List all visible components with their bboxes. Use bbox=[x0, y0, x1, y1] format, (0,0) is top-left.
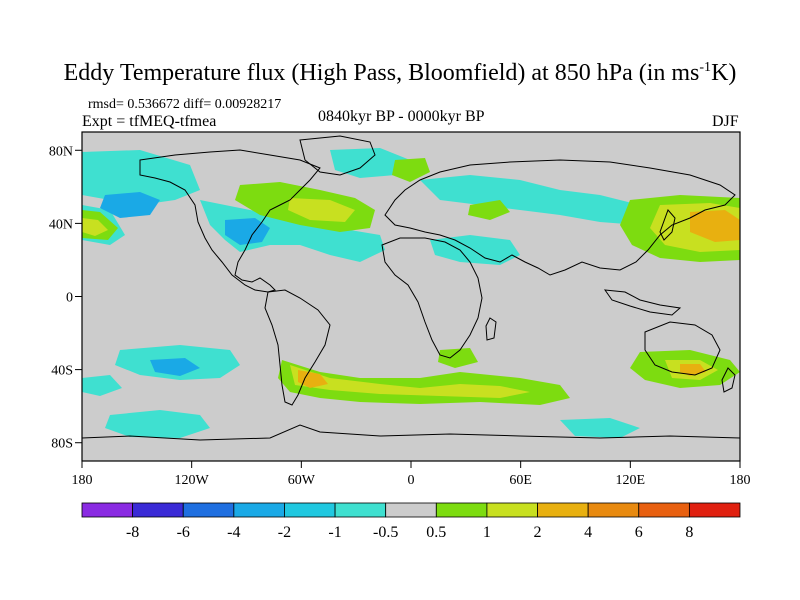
colorbar-swatch bbox=[537, 502, 589, 518]
lat-tick-label: 40S bbox=[51, 364, 73, 379]
anomaly-region-south-atlantic-orange bbox=[298, 370, 328, 388]
coastline-europe-asia bbox=[384, 159, 736, 276]
stats-label: rmsd= 0.536672 diff= 0.00928217 bbox=[88, 97, 282, 112]
anomaly-region-west-atlantic-blue bbox=[225, 218, 270, 245]
lon-tick-label: 60E bbox=[509, 473, 532, 488]
anomaly-region-arctic-cyan bbox=[330, 148, 410, 178]
colorbar-label: 1 bbox=[483, 524, 491, 541]
colorbar-label: 4 bbox=[584, 524, 592, 541]
colorbar-swatch bbox=[132, 502, 184, 518]
colorbar-swatch bbox=[182, 502, 235, 518]
coastline-new-zealand bbox=[721, 367, 736, 393]
anomaly-region-southern-ocean-cyan bbox=[105, 410, 210, 438]
colorbar-swatch bbox=[688, 502, 741, 518]
coastline-north-america bbox=[139, 149, 321, 293]
colorbar-swatch bbox=[385, 502, 437, 518]
lat-tick-label: 80N bbox=[49, 144, 73, 159]
colorbar-label: 8 bbox=[685, 524, 693, 541]
coastline-south-america bbox=[264, 289, 331, 406]
title-superscript: -1 bbox=[699, 60, 712, 75]
coastline-indonesia bbox=[603, 289, 682, 316]
colorbar-swatch bbox=[334, 502, 387, 518]
anomaly-region-south-atlantic-yellow bbox=[290, 365, 530, 398]
lon-tick-label: 120E bbox=[616, 473, 646, 488]
anomaly-region-south-africa-green bbox=[438, 348, 478, 368]
coastline-antarctica bbox=[82, 424, 740, 441]
colorbar-label: 2 bbox=[534, 524, 542, 541]
colorbar-label: 6 bbox=[635, 524, 643, 541]
lon-tick-label: 120W bbox=[175, 473, 210, 488]
coastline-japan bbox=[659, 209, 676, 241]
lon-tick-label: 180 bbox=[730, 473, 751, 488]
colorbar-swatch bbox=[233, 502, 285, 518]
colorbar-label: -2 bbox=[278, 524, 291, 541]
colorbar-swatch bbox=[284, 502, 336, 518]
colorbar-label: -4 bbox=[227, 524, 240, 541]
anomaly-field bbox=[82, 148, 740, 438]
coastline-greenland bbox=[299, 135, 376, 176]
lat-tick-label: 0 bbox=[66, 291, 73, 306]
anomaly-region-europe-green bbox=[392, 158, 430, 182]
lon-tick-label: 0 bbox=[408, 473, 415, 488]
colorbar: -8 -6 -4 -2 -1 -0.5 0.5 1 2 4 6 8 bbox=[81, 502, 741, 541]
anomaly-region-arabia-green bbox=[468, 200, 510, 220]
season-label: DJF bbox=[712, 113, 739, 130]
anomaly-region-antarctic-cyan bbox=[560, 418, 640, 438]
title-main: Eddy Temperature flux (High Pass, Bloomf… bbox=[63, 60, 700, 86]
colorbar-label: 0.5 bbox=[426, 524, 446, 541]
coastline-africa bbox=[381, 237, 483, 359]
anomaly-region-middle-east-cyan bbox=[430, 235, 520, 265]
colorbar-label: -1 bbox=[328, 524, 341, 541]
experiment-label: Expt = tfMEQ-tfmea bbox=[82, 113, 217, 130]
lon-tick-label: 180 bbox=[72, 473, 93, 488]
latitude-axis: 80N 40N 0 40S 80S bbox=[49, 144, 82, 452]
colorbar-swatch bbox=[638, 502, 690, 518]
anomaly-region-east-pacific-cyan bbox=[82, 375, 122, 396]
colorbar-swatch bbox=[587, 502, 640, 518]
anomaly-region-pacific-blue bbox=[100, 192, 160, 218]
colorbar-swatch bbox=[81, 502, 134, 518]
coastlines bbox=[82, 135, 740, 441]
anomaly-region-north-atlantic-yellow bbox=[288, 198, 355, 222]
lat-tick-label: 40N bbox=[49, 217, 73, 232]
period-label: 0840kyr BP - 0000kyr BP bbox=[318, 108, 485, 125]
title-tail: K) bbox=[711, 60, 737, 86]
colorbar-label: -0.5 bbox=[373, 524, 398, 541]
coastline-australia bbox=[644, 321, 721, 376]
plot-title: Eddy Temperature flux (High Pass, Bloomf… bbox=[0, 60, 800, 87]
colorbar-label: -8 bbox=[126, 524, 139, 541]
lon-tick-label: 60W bbox=[288, 473, 316, 488]
lat-tick-label: 80S bbox=[51, 437, 73, 452]
anomaly-region-eurasia-cyan bbox=[420, 175, 660, 225]
colorbar-label: -6 bbox=[177, 524, 190, 541]
colorbar-swatch bbox=[435, 502, 488, 518]
colorbar-swatch bbox=[486, 502, 538, 518]
anomaly-region-north-pacific-cyan bbox=[82, 150, 200, 205]
anomaly-region-south-pacific-blue bbox=[150, 358, 200, 376]
anomaly-region-west-pacific-yellow bbox=[82, 218, 108, 236]
longitude-axis: 180 120W 60W 0 60E 120E 180 bbox=[72, 461, 751, 488]
coastline-madagascar bbox=[485, 317, 497, 341]
anomaly-region-north-pacific-orange bbox=[690, 210, 740, 242]
